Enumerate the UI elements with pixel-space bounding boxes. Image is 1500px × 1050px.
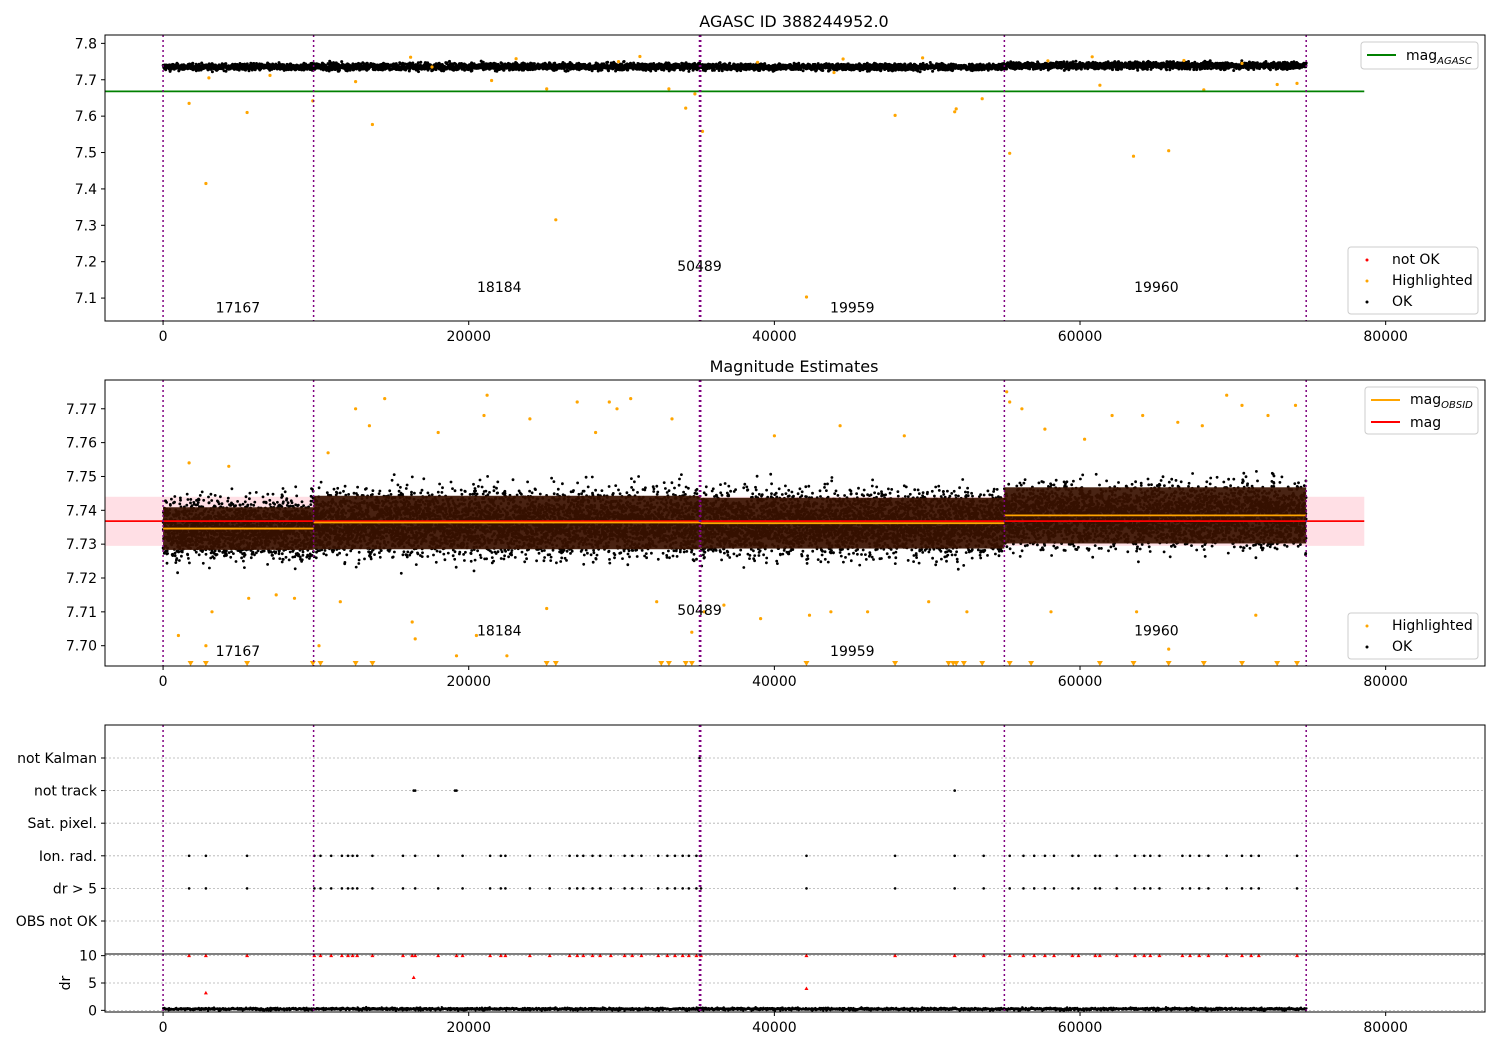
ok-point — [607, 69, 610, 73]
ok-point — [445, 61, 449, 65]
ok-point — [911, 68, 915, 72]
ok-point — [720, 69, 724, 73]
ok-point — [338, 68, 341, 72]
ok-point — [687, 69, 691, 73]
ok-point — [801, 69, 805, 73]
ok-point — [1005, 67, 1008, 71]
ok-point — [1136, 68, 1140, 72]
ok-point — [622, 60, 626, 63]
ok-point — [348, 68, 352, 72]
ok-point — [417, 70, 420, 74]
ok-point — [326, 62, 330, 66]
ok-point — [448, 59, 451, 63]
panel-1-title: AGASC ID 388244952.0 — [699, 12, 888, 31]
ok-point — [606, 60, 610, 64]
ok-point — [210, 70, 214, 74]
ok-point — [590, 69, 594, 73]
ok-point — [224, 62, 228, 66]
ok-point — [419, 60, 423, 64]
ok-point — [728, 61, 732, 65]
ok-point — [532, 62, 536, 66]
ok-point — [931, 69, 935, 73]
agasc-magnitude-panel: AGASC ID 388244952.0 1716718184504891995… — [75, 12, 1486, 345]
ok-point — [416, 61, 420, 65]
ok-point — [828, 68, 832, 72]
ok-point — [600, 68, 604, 72]
ok-point — [247, 69, 251, 73]
ok-point — [1165, 68, 1169, 72]
ok-point — [500, 62, 504, 66]
ok-point — [566, 69, 570, 73]
ok-point — [821, 69, 825, 72]
ok-point — [340, 60, 344, 64]
ok-point — [712, 68, 716, 72]
ok-point — [1074, 59, 1078, 63]
ok-point — [470, 69, 474, 73]
ok-point — [394, 62, 398, 66]
ok-point — [191, 62, 195, 65]
ok-point — [463, 68, 467, 72]
ok-point — [1187, 60, 1190, 63]
ok-point — [918, 70, 922, 74]
ok-point — [224, 69, 228, 73]
